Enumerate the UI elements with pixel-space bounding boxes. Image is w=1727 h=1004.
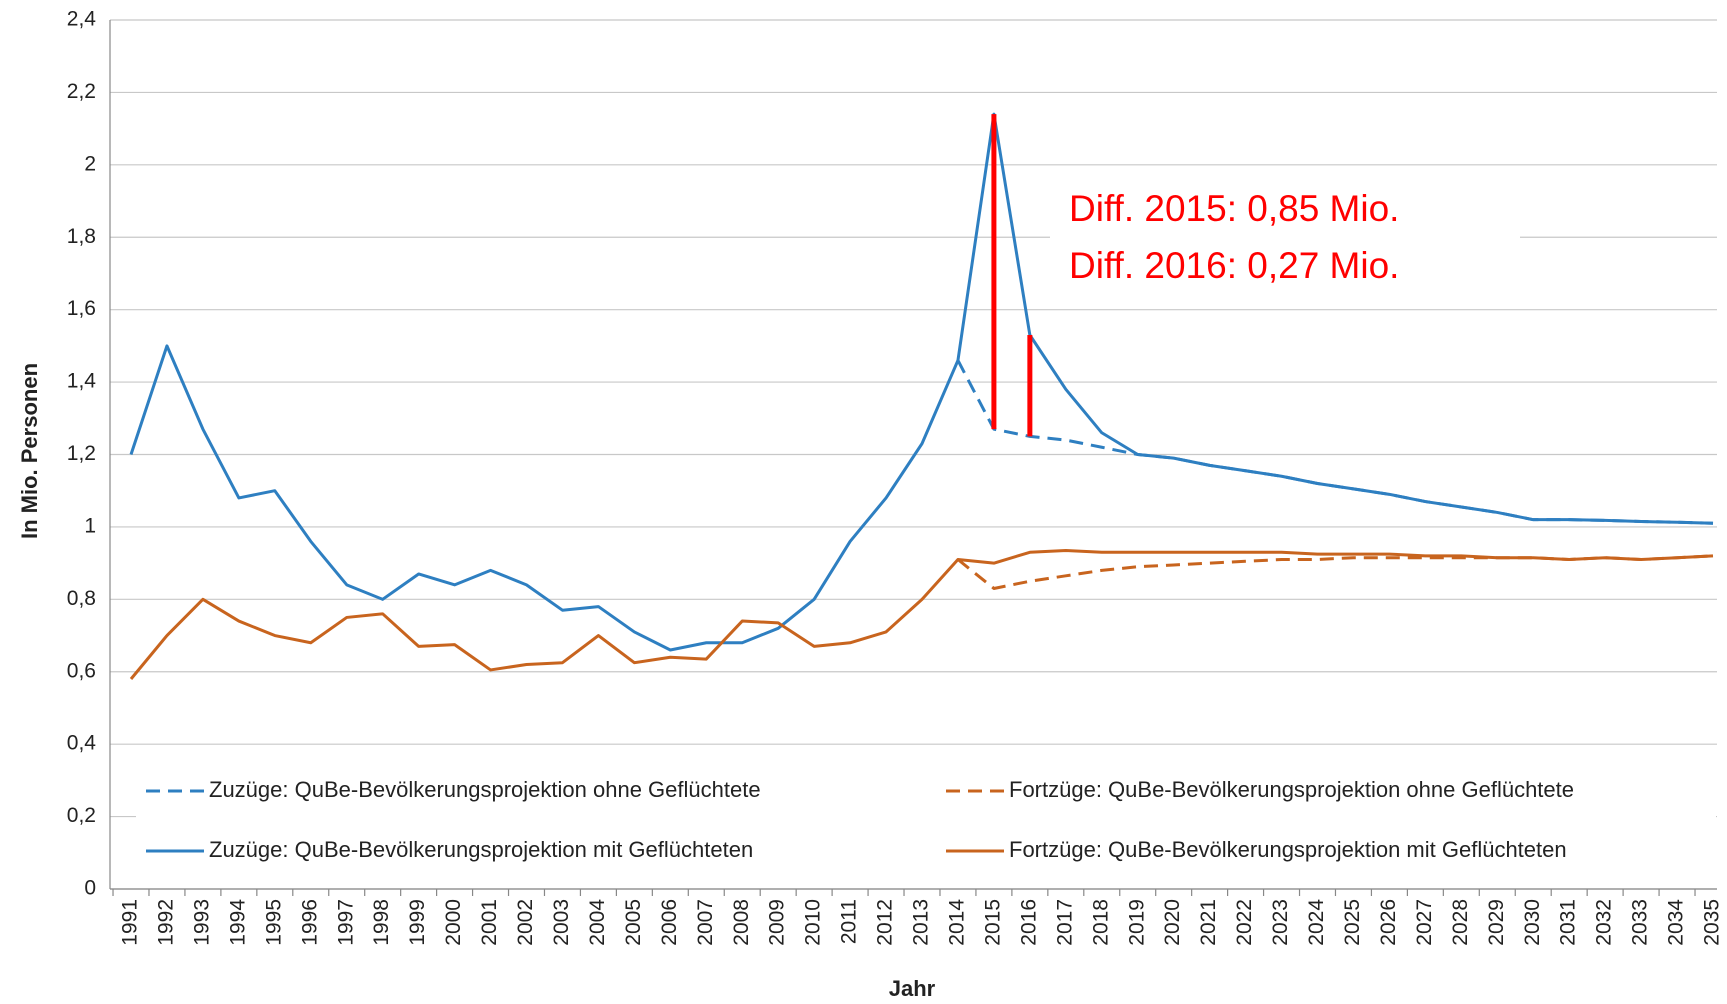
y-axis-title: In Mio. Personen (17, 363, 42, 539)
legend-label: Fortzüge: QuBe-Bevölkerungsprojektion mi… (1009, 837, 1567, 862)
x-tick-label: 2003 (550, 899, 573, 946)
x-tick-label: 2018 (1089, 899, 1112, 946)
y-tick-label: 1,6 (67, 297, 96, 320)
x-tick-label: 2002 (514, 899, 537, 946)
x-tick-label: 2034 (1665, 899, 1688, 946)
x-tick-label: 1991 (119, 899, 142, 946)
annotation-background (1050, 180, 1520, 295)
legend-label: Zuzüge: QuBe-Bevölkerungsprojektion ohne… (209, 777, 761, 802)
annotation: Diff. 2016: 0,27 Mio. (1069, 245, 1399, 286)
x-tick-label: 2009 (766, 899, 789, 946)
series-line (129, 548, 1714, 680)
x-tick-label: 1994 (226, 899, 249, 946)
x-tick-label: 1999 (406, 899, 429, 946)
x-tick-label: 2001 (478, 899, 501, 946)
x-tick-label: 2007 (694, 899, 717, 946)
x-tick-label: 2025 (1341, 899, 1364, 946)
y-tick-label: 2 (84, 152, 96, 175)
x-tick-label: 2035 (1701, 899, 1724, 946)
series-line (956, 359, 1714, 525)
x-tick-label: 2019 (1125, 899, 1148, 946)
y-tick-label: 1,4 (67, 370, 97, 393)
x-tick-label: 2013 (910, 899, 933, 946)
x-tick-label: 2012 (874, 899, 897, 946)
x-tick-label: 2004 (586, 899, 609, 946)
x-tick-label: 2016 (1017, 899, 1040, 946)
legend-background (136, 767, 1716, 875)
x-tick-label: 2030 (1521, 899, 1544, 946)
x-tick-label: 2024 (1305, 899, 1328, 946)
annotation: Diff. 2015: 0,85 Mio. (1069, 188, 1399, 229)
x-tick-label: 2020 (1161, 899, 1184, 946)
x-tick-label: 2023 (1269, 899, 1292, 946)
series-line (129, 112, 1714, 652)
x-tick-label: 1992 (155, 899, 178, 946)
y-tick-label: 1,8 (67, 225, 96, 248)
x-tick-label: 1998 (370, 899, 393, 946)
x-tick-label: 2014 (946, 899, 969, 946)
x-tick-label: 2010 (802, 899, 825, 946)
legend-label: Fortzüge: QuBe-Bevölkerungsprojektion oh… (1009, 777, 1574, 802)
y-tick-label: 0,4 (67, 732, 97, 755)
x-tick-label: 2033 (1629, 899, 1652, 946)
x-tick-label: 2000 (442, 899, 465, 946)
x-tick-label: 2028 (1449, 899, 1472, 946)
x-tick-label: 2006 (658, 899, 681, 946)
y-tick-label: 1 (84, 514, 96, 537)
y-tick-label: 1,2 (67, 442, 96, 465)
y-tick-label: 0,2 (67, 804, 96, 827)
x-tick-label: 1996 (298, 899, 321, 946)
x-tick-label: 2011 (838, 899, 861, 944)
y-tick-label: 0 (84, 877, 96, 900)
x-tick-label: 2005 (622, 899, 645, 946)
x-tick-label: 1995 (262, 899, 285, 946)
y-tick-label: 0,8 (67, 587, 96, 610)
x-tick-label: 2015 (981, 899, 1004, 946)
legend-label: Zuzüge: QuBe-Bevölkerungsprojektion mit … (209, 837, 753, 862)
x-tick-label: 2026 (1377, 899, 1400, 946)
y-tick-label: 0,6 (67, 659, 96, 682)
x-tick-label: 2032 (1593, 899, 1616, 946)
x-tick-label: 2021 (1197, 899, 1220, 946)
x-tick-label: 2029 (1485, 899, 1508, 946)
x-axis-title: Jahr (889, 976, 936, 1001)
x-tick-label: 2017 (1053, 899, 1076, 946)
x-tick-label: 2031 (1557, 899, 1580, 946)
x-tick-label: 1993 (190, 899, 213, 946)
x-tick-label: 2022 (1233, 899, 1256, 946)
x-tick-label: 1997 (334, 899, 357, 946)
x-tick-label: 2027 (1413, 899, 1436, 946)
series-line (957, 554, 1714, 590)
x-tick-label: 2008 (730, 899, 753, 946)
y-tick-label: 2,2 (67, 80, 96, 103)
y-tick-label: 2,4 (67, 8, 97, 31)
